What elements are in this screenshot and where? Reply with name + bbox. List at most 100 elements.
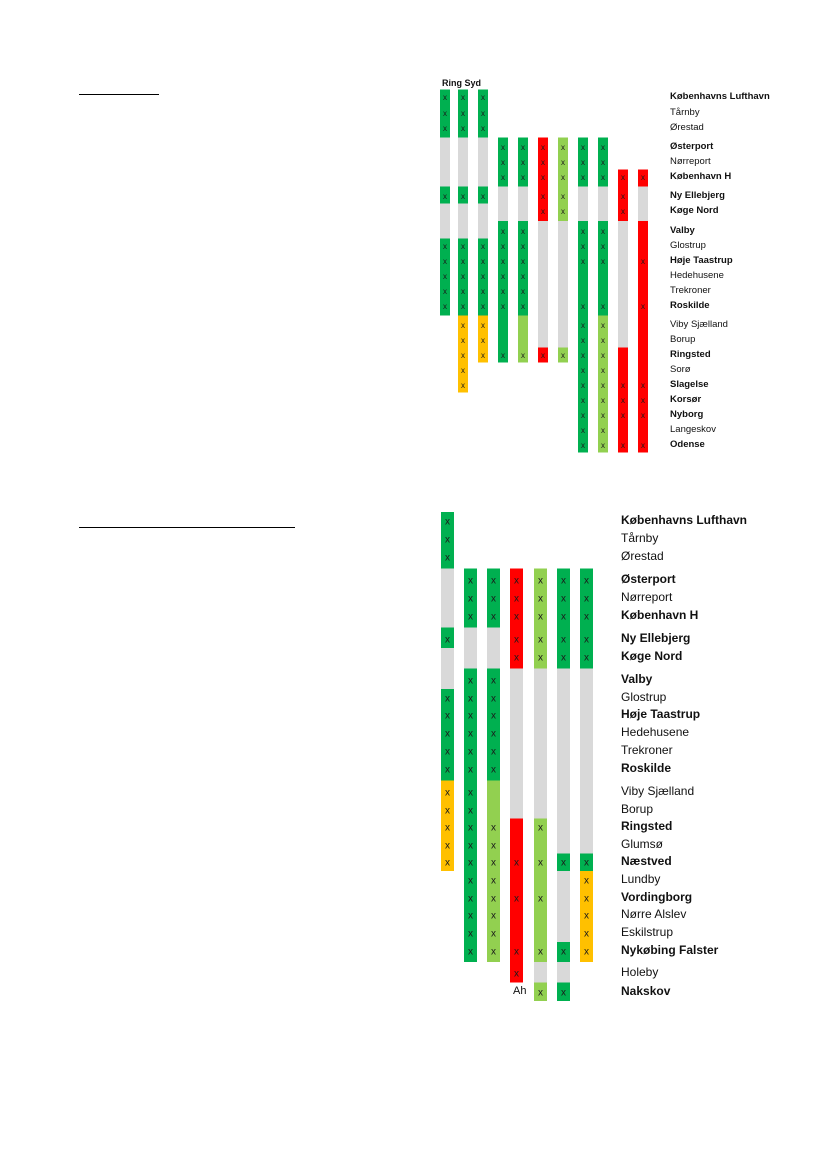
station-label: Slagelse xyxy=(670,378,709,390)
route-segment-gray xyxy=(558,221,568,348)
stop-mark: x xyxy=(461,272,465,281)
station-label: Odense xyxy=(670,438,705,450)
route-segment-dark-green xyxy=(557,942,570,962)
stop-mark: x xyxy=(538,894,543,905)
route-segment-dark-green xyxy=(498,221,508,316)
station-label: Ny Ellebjerg xyxy=(621,631,691,646)
stop-mark: x xyxy=(561,158,565,167)
route-segment-dark-green xyxy=(557,568,570,669)
stop-mark: x xyxy=(538,612,543,623)
stop-mark: x xyxy=(481,351,485,360)
stop-mark: x xyxy=(521,272,525,281)
stop-mark: x xyxy=(468,747,473,758)
stop-mark: x xyxy=(461,366,465,375)
stop-mark: x xyxy=(601,411,605,420)
stop-mark: x xyxy=(461,336,465,345)
route-segment-dark-green xyxy=(458,186,468,204)
stop-mark: x xyxy=(501,272,505,281)
stop-mark: x xyxy=(561,192,565,201)
station-label: Eskilstrup xyxy=(621,925,674,940)
stop-mark: x xyxy=(461,302,465,311)
stop-mark: x xyxy=(561,653,566,664)
stop-mark: x xyxy=(538,576,543,587)
route-segment-light-green xyxy=(534,818,547,962)
stop-mark: x xyxy=(443,93,447,102)
stop-mark: x xyxy=(491,747,496,758)
stop-mark: x xyxy=(491,676,496,687)
stop-mark: x xyxy=(491,894,496,905)
route-segment-gray xyxy=(638,186,648,221)
stop-mark: x xyxy=(601,302,605,311)
stop-mark: x xyxy=(501,173,505,182)
stop-mark: x xyxy=(468,676,473,687)
stop-mark: x xyxy=(641,381,645,390)
route-segment-gray xyxy=(534,962,547,983)
stop-mark: x xyxy=(538,635,543,646)
stop-mark: x xyxy=(491,612,496,623)
station-label: Høje Taastrup xyxy=(670,254,733,266)
stop-mark: x xyxy=(491,911,496,922)
stop-mark: x xyxy=(641,441,645,450)
stop-mark: x xyxy=(481,93,485,102)
stop-mark: x xyxy=(501,287,505,296)
stop-mark: x xyxy=(445,711,450,722)
stop-mark: x xyxy=(461,109,465,118)
station-label: Københavns Lufthavn xyxy=(670,90,770,102)
stop-mark: x xyxy=(481,321,485,330)
route-segment-red xyxy=(538,137,548,187)
route-segment-orange xyxy=(580,871,593,962)
route-segment-dark-green xyxy=(478,89,488,138)
section-rule-2 xyxy=(79,527,295,528)
diagram-header: Ring Syd xyxy=(442,78,482,88)
stop-mark: x xyxy=(491,594,496,605)
stop-mark: x xyxy=(601,173,605,182)
station-label: Nørre Alslev xyxy=(621,907,687,922)
stop-mark: x xyxy=(443,257,447,266)
stop-mark: x xyxy=(621,192,625,201)
station-label: Københavns Lufthavn xyxy=(621,513,748,528)
stop-mark: x xyxy=(584,929,589,940)
stop-mark: x xyxy=(491,858,496,869)
stop-mark: x xyxy=(641,396,645,405)
stop-mark: x xyxy=(538,823,543,834)
stop-mark: x xyxy=(514,969,519,980)
stop-mark: x xyxy=(538,653,543,664)
station-label: Nakskov xyxy=(621,984,671,999)
route-segment-gray xyxy=(538,221,548,348)
route-segment-gray xyxy=(598,186,608,221)
station-label: Glostrup xyxy=(670,239,706,251)
route-segment-red xyxy=(618,169,628,221)
stop-mark: x xyxy=(521,257,525,266)
stop-mark: x xyxy=(621,441,625,450)
stop-mark: x xyxy=(538,947,543,958)
stop-mark: x xyxy=(581,351,585,360)
route-segment-gray xyxy=(464,627,477,669)
route-segment-dark-green xyxy=(578,221,588,453)
route-segment-dark-green xyxy=(557,982,570,1001)
stop-mark: x xyxy=(481,302,485,311)
station-label: København H xyxy=(621,608,699,623)
stop-mark: x xyxy=(491,711,496,722)
stop-mark: x xyxy=(491,876,496,887)
stop-mark: x xyxy=(538,988,543,999)
stop-mark: x xyxy=(601,242,605,251)
stop-mark: x xyxy=(514,653,519,664)
stop-mark: x xyxy=(561,351,565,360)
stop-mark: x xyxy=(621,207,625,216)
stop-mark: x xyxy=(481,257,485,266)
stop-mark: x xyxy=(521,302,525,311)
stop-mark: x xyxy=(541,351,545,360)
route-segment-dark-green xyxy=(441,512,454,569)
station-label: Lundby xyxy=(621,872,661,887)
stop-mark: x xyxy=(481,192,485,201)
station-label: Viby Sjælland xyxy=(621,784,695,799)
stop-mark: x xyxy=(521,287,525,296)
stop-mark: x xyxy=(514,594,519,605)
